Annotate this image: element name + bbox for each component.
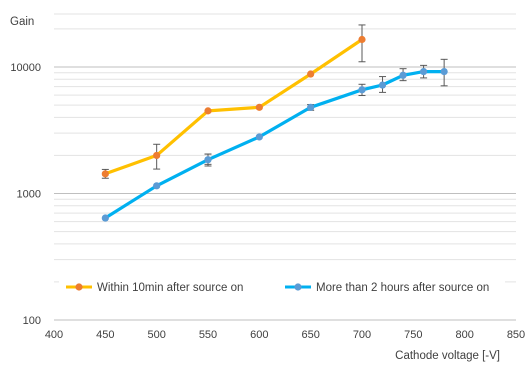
data-point-series-2 [420, 67, 428, 76]
data-point-series-2 [204, 156, 212, 164]
data-point-series-2 [440, 67, 448, 76]
data-point-series-2 [307, 103, 315, 111]
legend-label-series-2: More than 2 hours after source on [316, 282, 489, 294]
x-axis-title: Cathode voltage [-V] [395, 350, 500, 362]
x-tick-label: 550 [199, 329, 217, 341]
legend-box [59, 276, 505, 298]
legend: Within 10min after source on More than 2… [59, 276, 505, 298]
series-line-1 [103, 37, 364, 176]
data-point-series-2 [399, 71, 407, 79]
gridlines [54, 13, 516, 321]
data-point-series-1 [358, 35, 366, 44]
y-tick-labels: 100 1000 10000 [10, 62, 41, 327]
y-tick-label: 10000 [10, 62, 41, 74]
x-tick-label: 500 [147, 329, 165, 341]
data-point-series-1 [101, 170, 109, 178]
y-tick-label: 100 [23, 315, 41, 327]
data-point-series-2 [101, 214, 109, 222]
data-point-series-2 [153, 182, 161, 190]
y-tick-label: 1000 [17, 189, 41, 201]
x-tick-label: 450 [96, 329, 114, 341]
x-tick-label: 850 [507, 329, 525, 341]
data-point-series-2 [378, 81, 387, 89]
x-tick-labels: 400 450 500 550 600 650 700 750 800 850 [45, 329, 525, 341]
legend-marker-series-2 [294, 283, 302, 291]
legend-label-series-1: Within 10min after source on [97, 282, 243, 294]
data-point-series-2 [255, 133, 263, 141]
y-axis-title: Gain [10, 16, 34, 28]
data-point-series-1 [307, 70, 315, 78]
x-tick-label: 750 [404, 329, 422, 341]
x-tick-label: 600 [250, 329, 268, 341]
data-point-series-2 [358, 86, 366, 94]
series-line-2 [103, 69, 446, 220]
x-tick-label: 700 [353, 329, 371, 341]
data-point-series-1 [153, 151, 161, 160]
series-lines [103, 37, 446, 220]
data-point-series-1 [255, 103, 263, 111]
series-markers [101, 35, 448, 222]
x-tick-label: 800 [455, 329, 473, 341]
data-point-series-1 [204, 107, 212, 115]
x-tick-label: 400 [45, 329, 63, 341]
x-tick-label: 650 [301, 329, 319, 341]
legend-marker-series-1 [75, 283, 83, 291]
